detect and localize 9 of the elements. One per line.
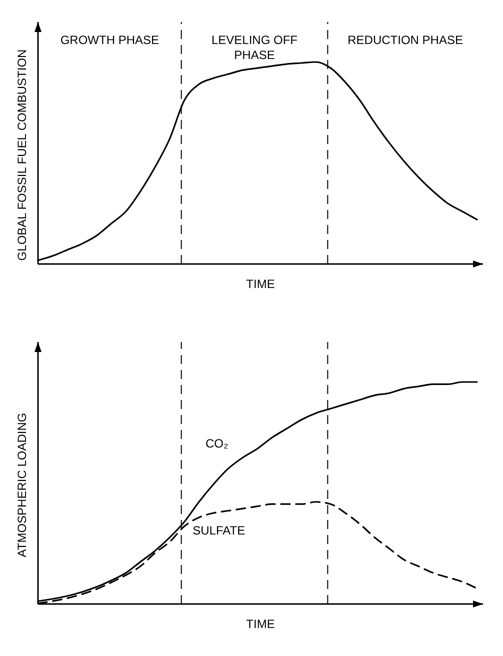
series-label: CO₂ <box>206 436 229 450</box>
x-axis-title: TIME <box>246 277 275 291</box>
annotation: LEVELING OFF PHASE <box>211 33 298 62</box>
text: REDUCTION PHASE <box>348 33 464 47</box>
x-axis-title: TIME <box>246 617 275 631</box>
series-label: SULFATE <box>192 524 246 538</box>
text: GROWTH PHASE <box>60 33 160 47</box>
y-axis-title: ATMOSPHERIC LOADING <box>15 412 29 558</box>
y-axis-title: GLOBAL FOSSIL FUEL COMBUSTION <box>15 49 29 261</box>
